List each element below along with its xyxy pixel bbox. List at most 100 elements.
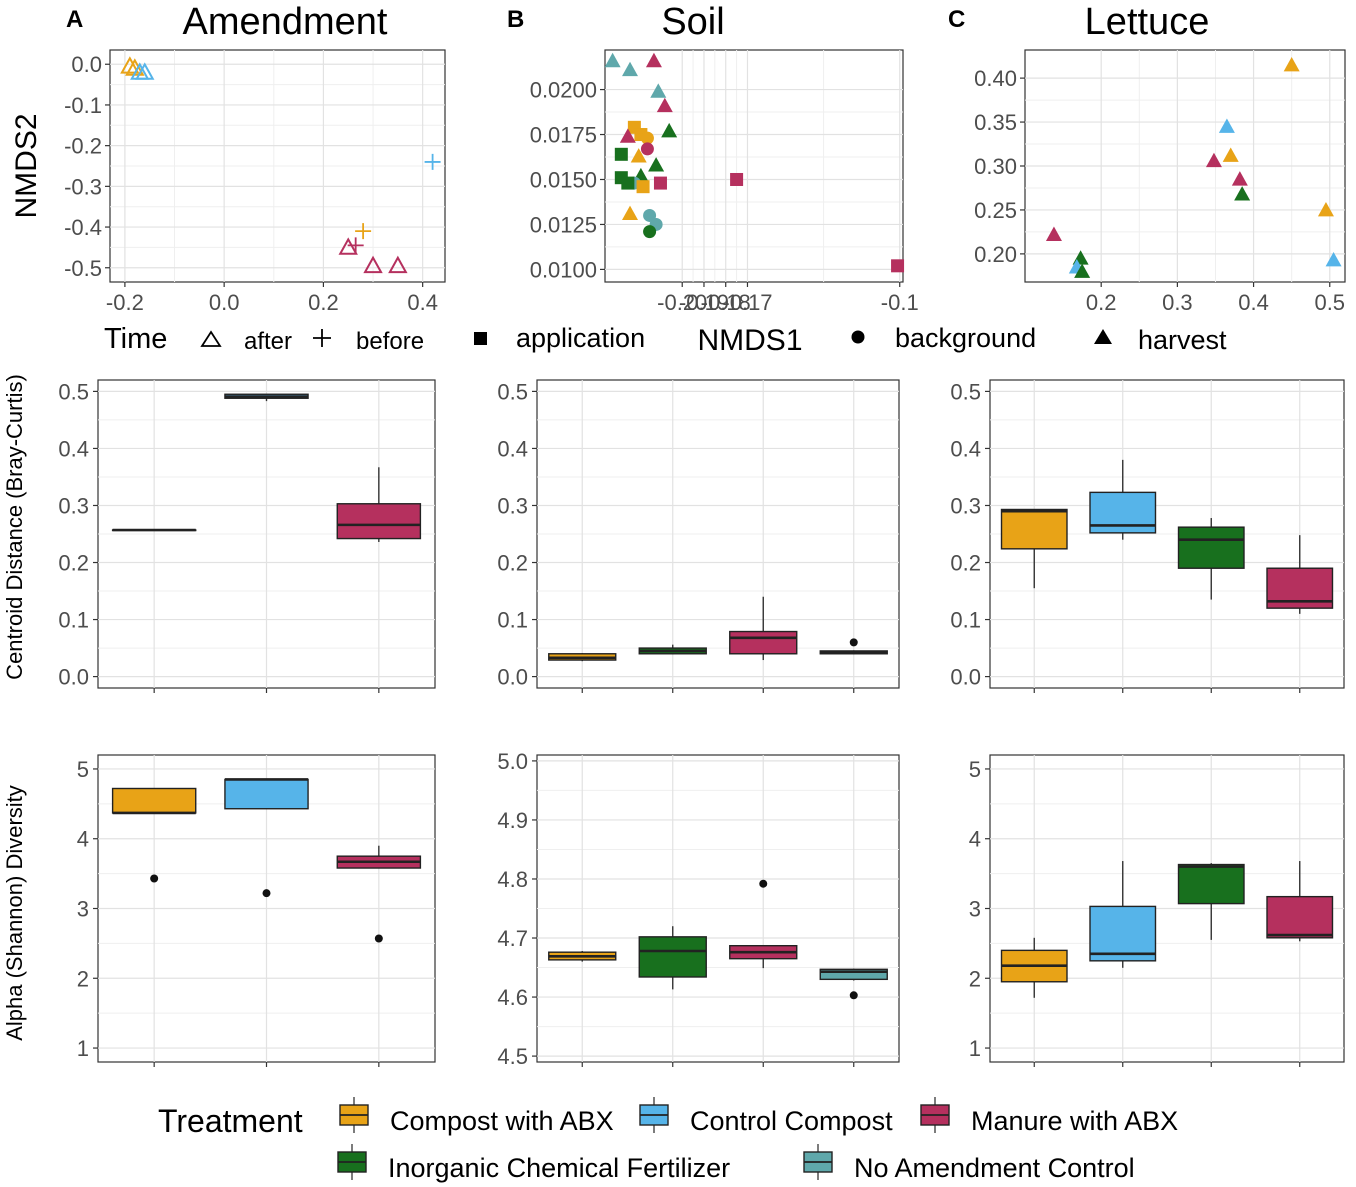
- y-tick-label: 0.3: [950, 493, 981, 518]
- data-point: [347, 237, 364, 254]
- panel-letter-a: A: [66, 6, 83, 33]
- data-point: [1045, 226, 1062, 241]
- data-point: [1205, 152, 1222, 168]
- panel-title-lettuce: Lettuce: [1085, 1, 1210, 43]
- time-legend-title: Time: [104, 323, 167, 355]
- y-tick-label: 2: [969, 966, 981, 991]
- legend-label-control-compost: Control Compost: [690, 1106, 893, 1136]
- treatment-legend: Treatment Compost with ABX Control Compo…: [158, 1097, 1178, 1183]
- data-point: [1325, 252, 1342, 267]
- y-tick-label: 0.5: [950, 379, 981, 404]
- data-point: [614, 147, 628, 161]
- box: [1089, 905, 1157, 962]
- data-point: [630, 148, 647, 163]
- y-tick-label: -0.2: [64, 134, 102, 159]
- box: [1089, 491, 1157, 534]
- y-tick-label: 1: [969, 1036, 981, 1061]
- y-tick-label: 0.0100: [530, 257, 597, 282]
- box-outlier: [150, 874, 159, 883]
- data-point: [645, 52, 662, 68]
- box: [819, 968, 888, 981]
- y-tick-label: 0.3: [497, 493, 528, 518]
- y-tick-label: 4.6: [497, 985, 528, 1010]
- y-tick-label: -0.5: [64, 256, 102, 281]
- x-tick-label: -0.2: [106, 290, 144, 315]
- legend-label-manure-abx: Manure with ABX: [971, 1106, 1178, 1136]
- y-tick-label: 5: [77, 757, 89, 782]
- data-point: [648, 157, 665, 172]
- data-point: [424, 153, 441, 170]
- data-point: [1283, 56, 1300, 72]
- y-tick-label: 4: [77, 827, 89, 852]
- data-point: [120, 56, 140, 74]
- x-tick-label: 0.3: [1162, 290, 1193, 315]
- data-point: [661, 122, 678, 138]
- panel-letter-b: B: [507, 6, 524, 33]
- shannon-y-axis-title: Alpha (Shannon) Diversity: [2, 785, 27, 1041]
- nmds-x-axis-title: NMDS1: [697, 324, 802, 357]
- data-point: [643, 208, 657, 222]
- square-icon: [474, 332, 487, 345]
- data-point: [1222, 147, 1239, 162]
- y-tick-label: 2: [77, 966, 89, 991]
- box: [336, 503, 422, 540]
- legend-label-after: after: [244, 328, 292, 355]
- data-point: [650, 83, 667, 98]
- nmds-soil-plot: -0.20-0.19-0.18-0.17 -0.1 0.0200 0.0175 0.01…: [530, 49, 919, 315]
- box: [638, 936, 707, 978]
- data-point: [135, 62, 155, 80]
- box: [1000, 508, 1068, 550]
- x-tick-label: 0.4: [1238, 290, 1269, 315]
- box-outlier: [374, 934, 383, 943]
- legend-label-compost-abx: Compost with ABX: [390, 1106, 614, 1136]
- open-triangle-icon: [200, 330, 222, 347]
- y-tick-label: 0.0125: [530, 212, 597, 237]
- data-point: [1234, 186, 1251, 201]
- legend-label-no-amendment: No Amendment Control: [854, 1153, 1135, 1183]
- y-tick-label: 0.0: [497, 665, 528, 690]
- y-tick-label: 0.0175: [530, 123, 597, 148]
- box-outlier: [759, 879, 768, 888]
- y-tick-label: 0.25: [974, 198, 1017, 223]
- y-tick-label: 0.35: [974, 110, 1017, 135]
- y-tick-label: 0.30: [974, 154, 1017, 179]
- y-tick-label: 0.2: [497, 551, 528, 576]
- centroid-soil-plot: 0.0 0.1 0.2 0.3 0.4 0.5: [497, 379, 900, 693]
- data-point: [636, 180, 650, 194]
- box: [224, 778, 309, 810]
- centroid-amendment-plot: 0.0 0.1 0.2 0.3 0.4 0.5: [58, 379, 436, 693]
- nmds-lettuce-plot: 0.2 0.3 0.4 0.5 0.40 0.35 0.30 0.25 0.20: [974, 49, 1346, 315]
- legend-label-inorganic: Inorganic Chemical Fertilizer: [388, 1153, 730, 1183]
- data-point: [604, 52, 621, 68]
- y-tick-label: 0.5: [58, 379, 89, 404]
- box-outlier: [262, 889, 271, 898]
- data-point: [891, 259, 905, 273]
- data-point: [643, 225, 657, 239]
- panel-title-amendment: Amendment: [183, 1, 388, 43]
- y-tick-label: 5.0: [497, 749, 528, 774]
- data-point: [640, 131, 654, 145]
- y-tick-label: 0.2: [950, 551, 981, 576]
- y-tick-label: -0.3: [64, 174, 102, 199]
- data-point: [1074, 263, 1091, 278]
- nmds-y-axis-title: NMDS2: [10, 113, 43, 218]
- data-point: [1231, 171, 1248, 186]
- data-point: [338, 237, 358, 255]
- box-outlier: [849, 991, 858, 1000]
- y-tick-label: 0.0: [58, 665, 89, 690]
- y-tick-label: 0.1: [497, 608, 528, 633]
- data-point: [621, 176, 635, 190]
- y-tick-label: 0.1: [950, 608, 981, 633]
- x-tick-label: -0.1: [881, 290, 919, 315]
- data-point: [1317, 201, 1334, 217]
- x-tick-label: 0.4: [407, 290, 438, 315]
- y-tick-label: 0.4: [950, 436, 981, 461]
- data-point: [355, 223, 372, 240]
- data-point: [622, 205, 639, 221]
- y-tick-label: 0.40: [974, 66, 1017, 91]
- time-legend: Time after before application NMDS1 back…: [104, 323, 1227, 357]
- centroid-y-axis-title: Centroid Distance (Bray-Curtis): [2, 374, 27, 680]
- y-tick-label: 0.1: [58, 608, 89, 633]
- x-tick-label: 0.5: [1314, 290, 1345, 315]
- data-point: [730, 172, 744, 186]
